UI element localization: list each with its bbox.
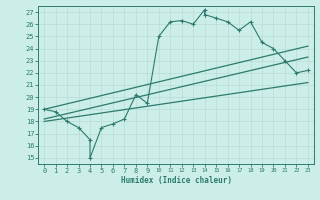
X-axis label: Humidex (Indice chaleur): Humidex (Indice chaleur)	[121, 176, 231, 185]
